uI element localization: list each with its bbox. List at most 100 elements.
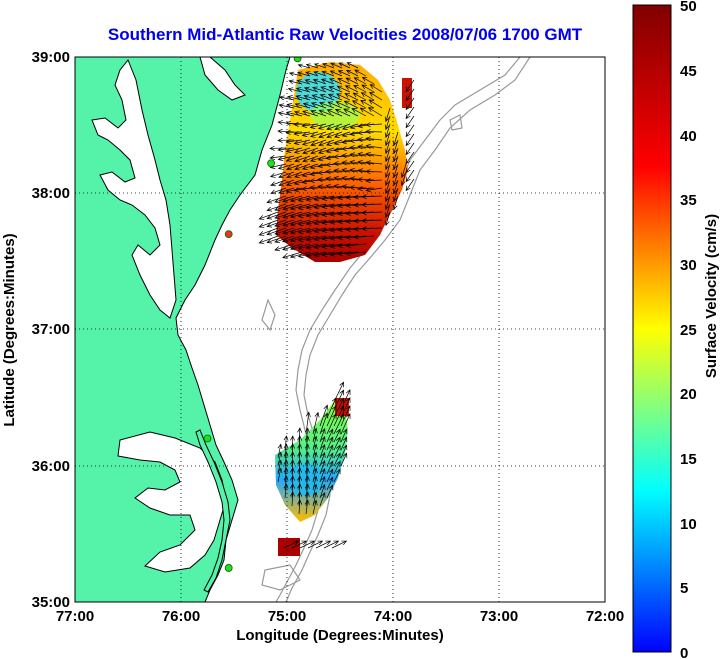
velocity-arrow xyxy=(296,79,311,85)
velocity-arrow xyxy=(258,219,279,228)
colorbar-tick-label: 45 xyxy=(680,63,697,80)
velocity-arrow xyxy=(303,86,319,93)
velocity-arrow xyxy=(274,227,295,236)
velocity-arrow xyxy=(325,183,343,189)
velocity-arrow xyxy=(326,405,337,427)
velocity-arrow xyxy=(283,435,289,451)
velocity-arrow xyxy=(304,435,310,451)
velocity-arrow xyxy=(337,235,359,241)
velocity-arrow xyxy=(320,78,335,85)
grid-lines xyxy=(75,57,605,602)
velocity-arrow xyxy=(297,499,303,515)
velocity-arrow xyxy=(326,468,334,483)
velocity-arrow xyxy=(384,179,391,195)
velocity-arrow xyxy=(392,147,399,163)
velocity-arrow xyxy=(297,443,303,459)
velocity-arrow xyxy=(337,203,359,209)
velocity-arrow xyxy=(285,155,303,162)
velocity-arrow xyxy=(349,138,367,144)
velocity-arrow xyxy=(319,444,326,459)
colorbar-gradient xyxy=(632,4,672,653)
velocity-arrow xyxy=(365,178,383,184)
velocity-arrow xyxy=(282,195,303,203)
velocity-arrow xyxy=(318,109,335,117)
velocity-arrow xyxy=(326,452,334,467)
velocity-arrow xyxy=(283,540,300,549)
velocity-arrow xyxy=(266,211,287,220)
velocity-arrow xyxy=(318,139,335,147)
velocity-arrow xyxy=(392,155,399,171)
velocity-arrow xyxy=(302,155,319,163)
velocity-arrow xyxy=(310,109,327,117)
velocity-arrow xyxy=(333,139,351,146)
colorbar-tick-label: 5 xyxy=(680,580,688,597)
velocity-arrow xyxy=(353,234,375,240)
velocity-arrow xyxy=(333,452,341,467)
velocity-arrow xyxy=(304,79,319,85)
velocity-arrow xyxy=(289,251,311,259)
velocity-arrow xyxy=(344,93,359,101)
velocity-arrow xyxy=(336,93,351,101)
velocity-arrow xyxy=(277,128,295,134)
x-tick-label: 74:00 xyxy=(374,608,412,625)
velocity-arrow xyxy=(301,123,319,128)
velocity-arrow xyxy=(304,451,310,467)
velocity-arrow xyxy=(293,110,311,117)
velocity-arrow xyxy=(333,460,341,475)
velocity-arrows-south xyxy=(277,381,351,549)
velocity-arrow xyxy=(326,436,334,451)
velocity-arrow xyxy=(328,86,343,93)
velocity-arrow xyxy=(274,211,295,220)
velocity-arrow xyxy=(334,108,351,117)
velocity-arrow xyxy=(277,147,295,152)
velocity-arrow xyxy=(340,452,348,467)
velocity-arrows-north xyxy=(258,62,415,259)
velocity-arrow xyxy=(274,235,295,244)
velocity-arrow xyxy=(319,476,326,491)
velocity-arrow xyxy=(319,101,335,109)
station-2-marker xyxy=(267,159,276,168)
delaware-bay xyxy=(199,57,246,101)
velocity-arrow xyxy=(282,235,303,243)
velocity-arrow xyxy=(305,63,319,69)
velocity-arrow xyxy=(283,475,289,491)
velocity-arrow xyxy=(266,219,287,228)
velocity-arrow xyxy=(312,78,327,85)
velocity-arrow xyxy=(357,177,375,183)
velocity-arrow xyxy=(277,137,295,143)
velocity-arrow xyxy=(274,243,295,252)
velocity-arrow xyxy=(345,242,367,248)
velocity-arrow xyxy=(342,123,359,130)
velocity-arrow xyxy=(333,436,341,451)
velocity-arrow xyxy=(297,251,319,259)
velocity-arrow xyxy=(346,62,359,69)
velocity-arrow xyxy=(310,139,327,147)
velocity-arrow xyxy=(405,106,415,120)
velocity-arrow xyxy=(405,142,415,156)
velocity-arrow xyxy=(337,211,359,217)
y-tick-label: 36:00 xyxy=(32,458,70,475)
velocity-arrow xyxy=(307,540,324,549)
velocity-arrow xyxy=(365,187,383,193)
velocity-arrow xyxy=(365,169,383,175)
velocity-arrow xyxy=(349,185,367,191)
velocity-arrow xyxy=(343,108,359,117)
velocity-arrow xyxy=(291,540,308,549)
velocity-arrow xyxy=(326,109,343,117)
velocity-arrow xyxy=(384,139,391,155)
velocity-arrow xyxy=(288,79,303,85)
velocity-arrow xyxy=(289,243,311,251)
velocity-arrow xyxy=(293,131,311,136)
velocity-arrow xyxy=(321,70,335,77)
velocity-arrow xyxy=(327,93,343,101)
colorbar-tick-label: 40 xyxy=(680,128,697,145)
velocity-arrow xyxy=(282,227,303,235)
velocity-arrow xyxy=(333,444,341,459)
velocity-arrow xyxy=(392,139,399,155)
velocity-arrow xyxy=(317,184,335,190)
velocity-arrow xyxy=(315,540,332,549)
velocity-arrow xyxy=(283,467,289,483)
y-tick-label: 37:00 xyxy=(32,321,70,338)
velocity-arrow xyxy=(282,243,303,251)
velocity-arrow xyxy=(405,124,415,138)
